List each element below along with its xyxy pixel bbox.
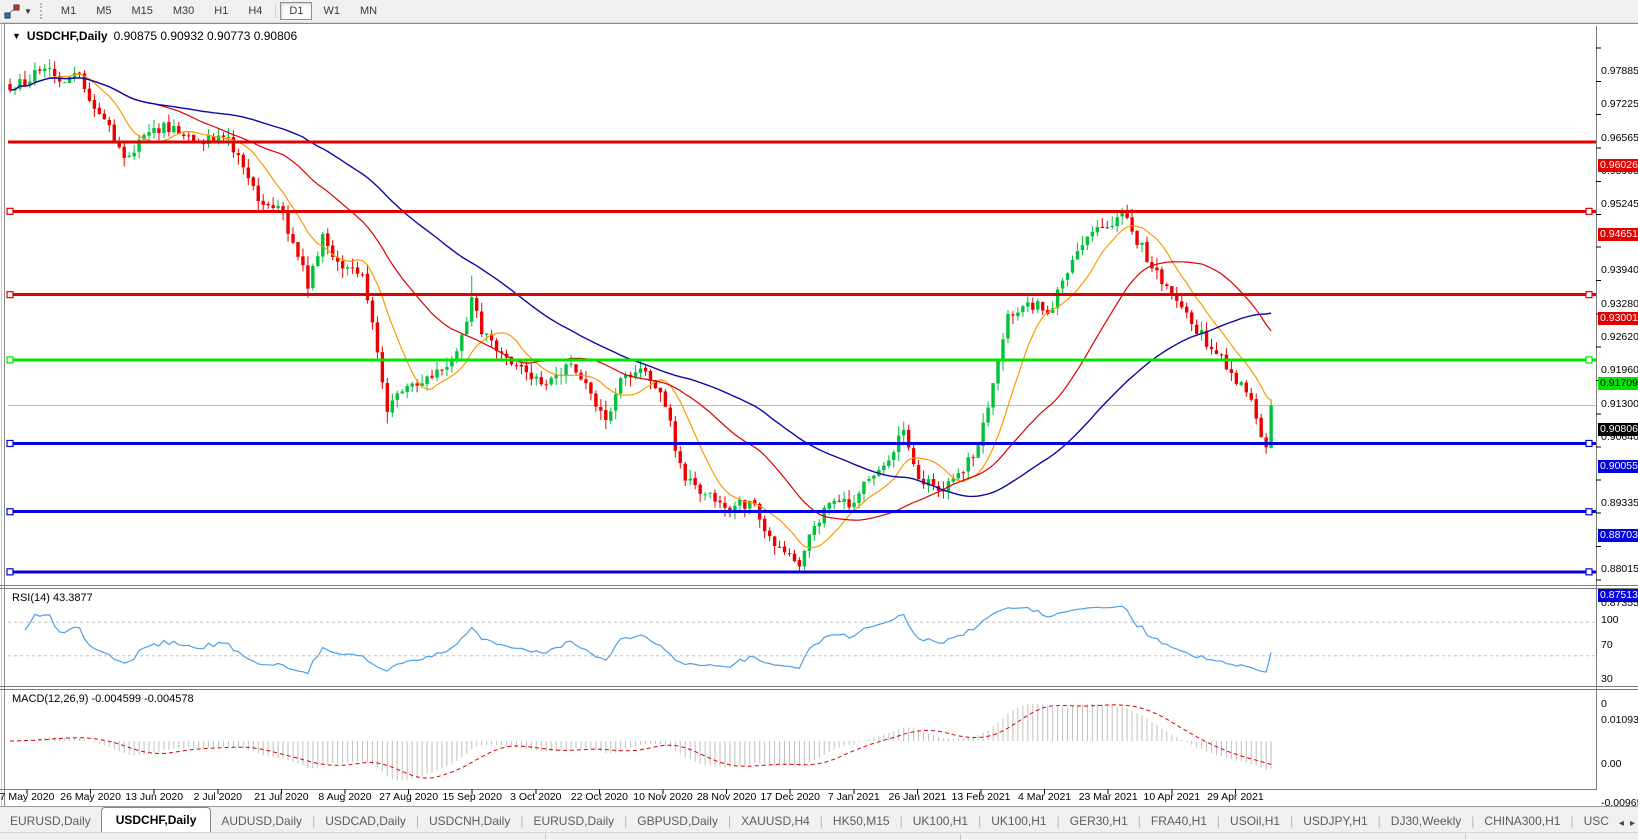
date-label: 13 Jun 2020 — [125, 791, 184, 803]
rsi-axis-label: 100 — [1601, 614, 1619, 626]
timeframe-button-w1[interactable]: W1 — [323, 5, 340, 17]
date-label: 17 Dec 2020 — [760, 791, 820, 803]
chart-tab-dj30-weekly[interactable]: DJ30,Weekly — [1390, 814, 1462, 828]
tabs-scroll-left-icon[interactable]: ◂ — [1618, 818, 1624, 829]
rsi-label: RSI(14) 43.3877 — [12, 592, 93, 604]
chart-tab-usdcad-daily[interactable]: USDCAD,Daily — [325, 814, 406, 828]
hline-price-badge: 0.87513 — [1598, 588, 1638, 602]
hline-price-badge: 0.93001 — [1598, 311, 1638, 325]
chart-window-border — [0, 23, 1638, 24]
timeframe-button-m15[interactable]: M15 — [131, 5, 153, 17]
timeframe-toolbar: ▼ M1 M5 M15 M30 H1 H4 D1 W1 MN — [0, 0, 1638, 23]
symbol-dropdown-icon[interactable]: ▼ — [12, 31, 21, 41]
date-label: 26 Jan 2021 — [888, 791, 947, 803]
date-label: 7 May 2020 — [0, 791, 55, 803]
date-label: 2 Jul 2020 — [193, 791, 243, 803]
chart-window-border-outer — [1, 23, 2, 806]
current-price-badge: 0.90806 — [1598, 422, 1638, 436]
hline-price-badge: 0.88703 — [1598, 528, 1638, 542]
chart-tab-eurusd-daily[interactable]: EURUSD,Daily — [10, 814, 91, 828]
chart-tab-usdchf-daily[interactable]: USDCHF,Daily — [100, 807, 212, 833]
date-label: 8 Aug 2020 — [318, 791, 372, 803]
chart-background — [0, 24, 1638, 806]
chart-tab-uk100-h1[interactable]: UK100,H1 — [991, 814, 1047, 828]
chevron-down-icon[interactable]: ▼ — [24, 6, 32, 16]
date-label: 3 Oct 2020 — [510, 791, 562, 803]
date-label: 23 Mar 2021 — [1078, 791, 1138, 803]
date-label: 28 Nov 2020 — [696, 791, 757, 803]
status-bar — [0, 832, 1638, 840]
timeframe-button-d1[interactable]: D1 — [280, 2, 313, 20]
date-label: 4 Mar 2021 — [1018, 791, 1072, 803]
price-tick-label: 0.91300 — [1601, 397, 1638, 410]
macd-label: MACD(12,26,9) -0.004599 -0.004578 — [12, 693, 194, 705]
date-label: 26 May 2020 — [60, 791, 121, 803]
hline-price-badge: 0.96026 — [1598, 158, 1638, 172]
macd-axis-label: -0.00965 — [1601, 796, 1638, 809]
date-label: 29 Apr 2021 — [1207, 791, 1264, 803]
chart-tab-fra40-h1[interactable]: FRA40,H1 — [1150, 814, 1207, 828]
date-label: 13 Feb 2021 — [951, 791, 1011, 803]
toolbar-grip — [39, 3, 47, 19]
chart-tab-usdjpy-h1[interactable]: USDJPY,H1 — [1303, 814, 1368, 828]
chart-tab-usdcnh-daily[interactable]: USDCNH,Daily — [429, 814, 511, 828]
date-label: 7 Jan 2021 — [827, 791, 880, 803]
chart-canvas[interactable] — [0, 24, 1638, 806]
date-label: 15 Sep 2020 — [442, 791, 502, 803]
chart-tab-audusd-daily[interactable]: AUDUSD,Daily — [221, 814, 303, 828]
date-label: 21 Jul 2020 — [254, 791, 309, 803]
chart-title: ▼ USDCHF,Daily 0.90875 0.90932 0.90773 0… — [12, 29, 297, 43]
date-label: 10 Nov 2020 — [633, 791, 693, 803]
symbol-name: USDCHF,Daily — [26, 29, 108, 43]
macd-axis-label: 0.00 — [1601, 758, 1622, 770]
date-label: 22 Oct 2020 — [570, 791, 628, 803]
rsi-axis-label: 70 — [1601, 639, 1613, 652]
price-tick-label: 0.96565 — [1601, 131, 1638, 144]
timeframe-button-m5[interactable]: M5 — [96, 5, 112, 17]
timeframe-button-mn[interactable]: MN — [359, 5, 378, 17]
timeframe-button-m1[interactable]: M1 — [60, 5, 77, 17]
date-label: 10 Apr 2021 — [1143, 791, 1201, 803]
hline-price-badge: 0.94651 — [1598, 228, 1638, 242]
chart-tab-hk50-m15[interactable]: HK50,M15 — [832, 814, 890, 828]
chart-window-border-inner — [4, 23, 5, 806]
price-tick-label: 0.92620 — [1601, 330, 1638, 343]
timeframe-button-h1[interactable]: H1 — [214, 5, 229, 17]
chart-tab-ger30-h1[interactable]: GER30,H1 — [1069, 814, 1128, 828]
chart-tab-usc[interactable]: USC — [1583, 814, 1609, 828]
chart-tab-uk100-h1[interactable]: UK100,H1 — [912, 814, 969, 828]
price-tick-label: 0.93940 — [1601, 264, 1638, 277]
chart-tabs-bar: EURUSD,Daily USDCHF,Daily AUDUSD,Daily | USD… — [0, 806, 1638, 833]
objects-chart-icon[interactable] — [3, 3, 23, 19]
chart-tab-china300-h1[interactable]: CHINA300,H1 — [1484, 814, 1561, 828]
price-tick-label: 0.95245 — [1601, 198, 1638, 211]
date-label: 27 Aug 2020 — [379, 791, 439, 803]
macd-axis-label: 0.010933 — [1601, 714, 1638, 726]
ohlc-values: 0.90875 0.90932 0.90773 0.90806 — [113, 29, 298, 43]
chart-tab-xauusd-h4[interactable]: XAUUSD,H4 — [741, 814, 810, 828]
price-tick-label: 0.91960 — [1601, 364, 1638, 377]
timeframe-button-h4[interactable]: H4 — [248, 5, 263, 17]
price-tick-label: 0.88015 — [1601, 563, 1638, 576]
rsi-axis-label: 30 — [1601, 672, 1613, 685]
chart-tab-eurusd-daily[interactable]: EURUSD,Daily — [533, 814, 615, 828]
chart-tab-usoil-h1[interactable]: USOil,H1 — [1230, 814, 1281, 828]
price-tick-label: 0.97225 — [1601, 98, 1638, 111]
hline-price-badge: 0.91709 — [1598, 376, 1638, 390]
chart-tab-gbpusd-daily[interactable]: GBPUSD,Daily — [637, 814, 718, 828]
tabs-scroll-right-icon[interactable]: ▸ — [1629, 818, 1635, 829]
price-tick-label: 0.97885 — [1601, 65, 1638, 77]
timeframe-button-m30[interactable]: M30 — [172, 5, 195, 17]
rsi-axis-label: 0 — [1601, 698, 1607, 710]
price-tick-label: 0.93280 — [1601, 297, 1638, 310]
price-tick-label: 0.89335 — [1601, 496, 1638, 509]
hline-price-badge: 0.90055 — [1598, 460, 1638, 474]
